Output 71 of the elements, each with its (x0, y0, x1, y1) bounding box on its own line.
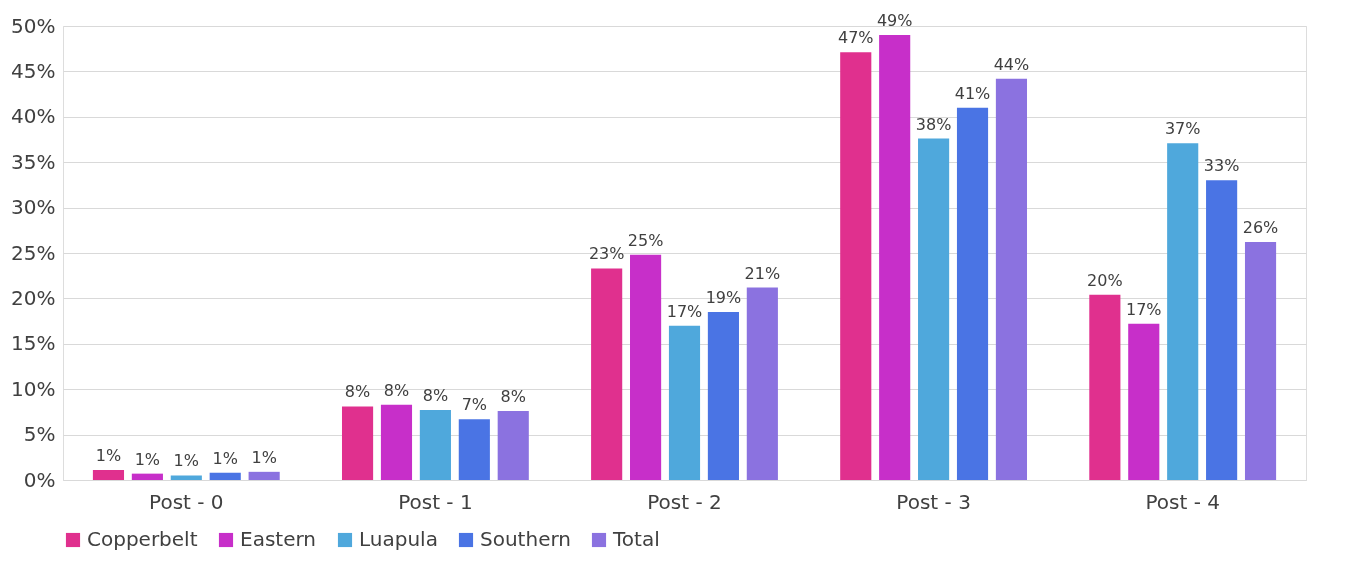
data-label: 8% (383, 380, 410, 400)
data-label: 25% (627, 230, 664, 250)
data-label: 1% (212, 448, 238, 468)
data-label: 19% (705, 288, 742, 308)
y-tick-label: 50% (11, 13, 56, 38)
y-tick-label: 20% (11, 285, 56, 310)
data-label: 1% (251, 447, 277, 467)
y-tick-label: 40% (11, 104, 56, 129)
bar (591, 268, 623, 480)
bar (956, 107, 989, 480)
bar (879, 35, 911, 480)
data-label: 20% (1087, 270, 1123, 290)
data-label: 38% (915, 114, 952, 134)
bar (840, 52, 872, 480)
data-label: 8% (344, 382, 371, 402)
bar (918, 138, 950, 480)
data-label: 41% (954, 83, 991, 103)
legend-label: Eastern (240, 527, 317, 551)
data-label: 8% (422, 386, 449, 406)
bar (995, 78, 1028, 480)
bar (497, 410, 529, 480)
legend-label: Copperbelt (87, 527, 198, 551)
bar (131, 473, 163, 480)
data-label: 8% (500, 386, 526, 406)
bar (248, 471, 280, 480)
x-tick-label: Post - 4 (1145, 489, 1220, 514)
x-tick-label: Post - 1 (398, 489, 473, 514)
bar (630, 254, 662, 480)
data-label: 17% (1125, 299, 1162, 319)
data-label: 49% (876, 11, 913, 31)
data-label: 17% (666, 301, 703, 321)
bar (668, 325, 701, 480)
bar (1128, 323, 1160, 480)
legend-label: Southern (480, 527, 571, 551)
bar (458, 419, 490, 480)
bar (1167, 143, 1199, 480)
bar (1244, 242, 1277, 480)
x-tick-label: Post - 2 (647, 489, 722, 514)
y-tick-label: 30% (11, 195, 56, 220)
bar (707, 312, 739, 480)
y-tick-label: 5% (23, 422, 56, 447)
bar (170, 475, 202, 480)
data-label: 47% (837, 28, 874, 48)
data-label: 21% (744, 263, 781, 283)
data-label: 26% (1242, 218, 1279, 238)
data-label: 1% (134, 449, 161, 469)
y-tick-label: 15% (11, 331, 56, 356)
data-label: 37% (1164, 119, 1201, 139)
legend-label: Luapula (359, 527, 438, 551)
bar (419, 410, 451, 480)
x-tick-label: Post - 0 (149, 489, 224, 514)
y-tick-label: 25% (11, 240, 56, 265)
y-tick-label: 45% (11, 58, 56, 83)
data-label: 7% (461, 395, 488, 415)
data-label: 23% (588, 244, 625, 264)
bar (1206, 180, 1238, 480)
bar (380, 404, 413, 480)
bar (1089, 294, 1121, 480)
bar (209, 472, 241, 480)
data-label: 1% (95, 446, 122, 466)
bar (92, 470, 125, 480)
bar (341, 406, 374, 480)
data-label: 33% (1203, 156, 1240, 176)
x-tick-label: Post - 3 (896, 489, 971, 514)
bar (746, 287, 778, 480)
y-tick-label: 10% (11, 376, 56, 401)
data-label: 1% (173, 451, 199, 471)
legend-label: Total (612, 527, 660, 551)
y-tick-label: 35% (11, 149, 56, 174)
data-label: 44% (993, 54, 1030, 74)
y-tick-label: 0% (23, 467, 56, 492)
